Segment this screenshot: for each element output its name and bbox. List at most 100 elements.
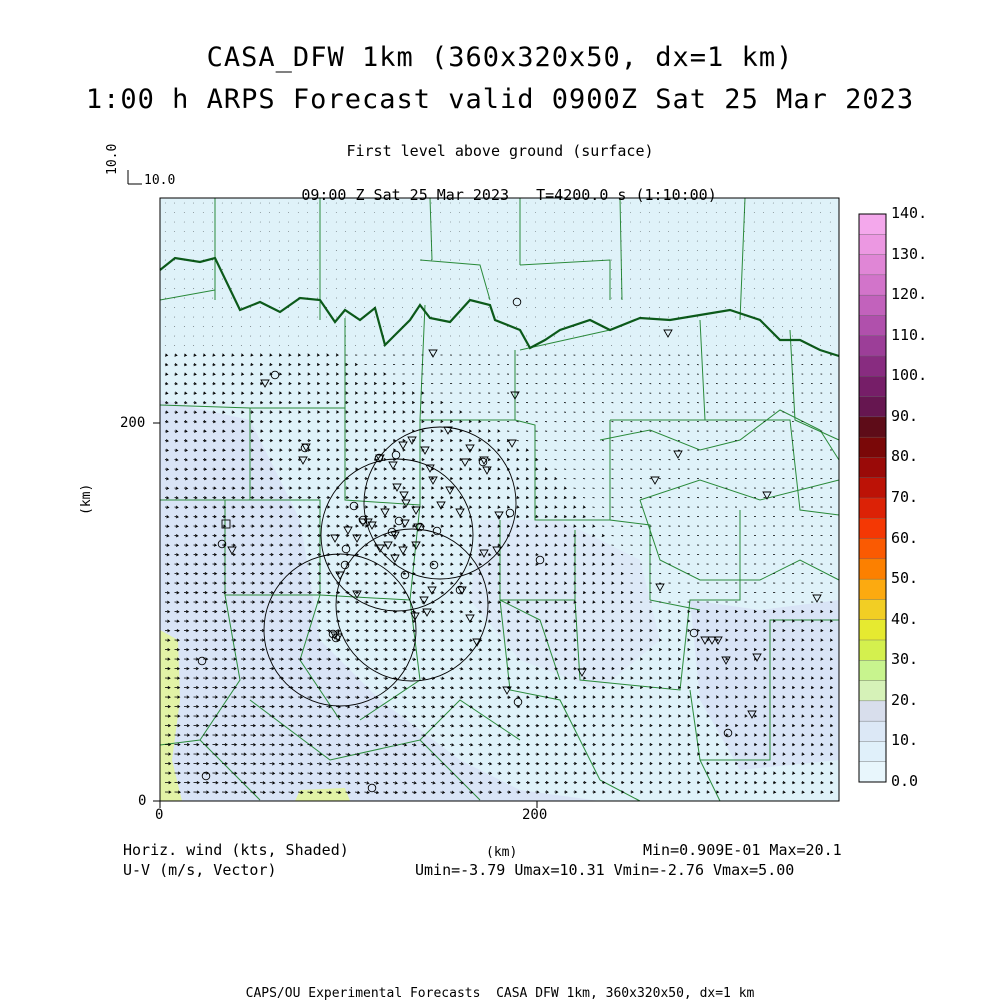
colorbar-swatch — [858, 700, 887, 722]
colorbar — [858, 213, 887, 783]
station-triangle — [420, 446, 430, 455]
station-circle — [328, 629, 338, 639]
y-axis-unit: (km) — [79, 483, 94, 515]
colorbar-swatch — [858, 396, 887, 418]
station-triangle — [375, 454, 385, 463]
colorbar-label: 130. — [891, 244, 928, 263]
colorbar-frame — [858, 213, 887, 783]
station-triangle — [502, 686, 512, 695]
station-triangle — [425, 464, 435, 473]
station-circle — [400, 570, 410, 580]
station-triangle — [260, 379, 270, 388]
station-triangle — [465, 444, 475, 453]
station-triangle — [455, 508, 465, 517]
station-triangle — [428, 349, 438, 358]
station-circle — [512, 297, 522, 307]
station-triangle — [713, 636, 723, 645]
footer-right2: Umin=-3.79 Umax=10.31 Vmin=-2.76 Vmax=5.… — [415, 861, 795, 879]
station-triangle — [399, 491, 409, 500]
station-triangle — [380, 508, 390, 517]
station-circle — [367, 783, 377, 793]
colorbar-label: 110. — [891, 325, 928, 344]
station-triangle — [812, 594, 822, 603]
colorbar-label: 70. — [891, 488, 919, 506]
station-triangle — [411, 506, 421, 515]
shade-zone-central — [470, 520, 660, 690]
station-triangle — [330, 534, 340, 543]
station-circle — [300, 443, 310, 453]
colorbar-swatch — [858, 234, 887, 256]
colorbar-label: 0.0 — [891, 772, 919, 790]
station-circle — [478, 457, 488, 467]
county-boundaries — [159, 197, 840, 802]
station-triangle — [410, 612, 420, 621]
colorbar-swatch — [858, 213, 887, 235]
station-triangle — [510, 391, 520, 400]
reference-vector-horizontal-label: 10.0 — [144, 173, 176, 188]
station-triangle — [427, 586, 437, 595]
colorbar-label: 60. — [891, 528, 919, 547]
x-tick-0: 0 — [155, 807, 164, 823]
station-triangle — [479, 549, 489, 558]
station-circle — [340, 560, 350, 570]
station-triangle — [352, 534, 362, 543]
station-triangle — [411, 541, 421, 550]
colorbar-swatch — [858, 761, 887, 783]
station-markers — [197, 297, 822, 793]
colorbar-swatch — [858, 639, 887, 661]
colorbar-swatch — [858, 335, 887, 357]
colorbar-label: 20. — [891, 690, 919, 709]
colorbar-swatch — [858, 518, 887, 540]
station-square — [221, 519, 231, 529]
colorbar-swatch — [858, 680, 887, 702]
shade-zone-southeast — [690, 600, 839, 770]
plot-area — [153, 197, 840, 808]
colorbar-label: 40. — [891, 609, 919, 628]
station-triangle — [747, 710, 757, 719]
station-triangle — [398, 546, 408, 555]
wind-vector-field — [164, 202, 834, 795]
station-circle — [689, 628, 699, 638]
y-tick-200: 200 — [120, 415, 146, 431]
colorbar-swatch — [858, 538, 887, 560]
station-triangle — [407, 436, 417, 445]
station-triangle — [494, 511, 504, 520]
station-triangle — [419, 596, 429, 605]
state-border — [159, 256, 840, 358]
colorbar-swatch — [858, 436, 887, 458]
colorbar-swatch — [858, 315, 887, 337]
station-circle — [387, 527, 397, 537]
station-triangle — [400, 519, 410, 528]
subtitle-time-row: 09:00 Z Sat 25 Mar 2023 T=4200.0 s (1:10… — [0, 173, 1000, 203]
station-circle — [201, 771, 211, 781]
station-circle — [723, 728, 733, 738]
subtitle-time: 09:00 Z Sat 25 Mar 2023 — [301, 186, 510, 204]
station-triangle — [428, 476, 438, 485]
colorbar-swatch — [858, 599, 887, 621]
station-circle — [197, 656, 207, 666]
station-triangle — [482, 466, 492, 475]
radar-ring — [335, 528, 489, 682]
station-triangle — [398, 441, 408, 450]
colorbar-swatch — [858, 477, 887, 499]
station-triangle — [762, 491, 772, 500]
colorbar-swatch — [858, 254, 887, 276]
station-triangle — [436, 501, 446, 510]
footer-left1: Horiz. wind (kts, Shaded) — [123, 841, 349, 859]
colorbar-label: 120. — [891, 285, 928, 304]
title-line1: CASA_DFW 1km (360x320x50, dx=1 km) — [206, 42, 794, 73]
station-triangle — [577, 668, 587, 677]
colorbar-label: 140. — [891, 204, 928, 222]
colorbar-label: 30. — [891, 650, 919, 669]
colorbar-label: 50. — [891, 569, 919, 588]
colorbar-label: 90. — [891, 406, 919, 425]
colorbar-swatch — [858, 376, 887, 398]
radar-ring — [363, 426, 517, 580]
colorbar-swatch — [858, 274, 887, 296]
station-circle — [432, 526, 442, 536]
station-triangle — [650, 476, 660, 485]
station-triangle — [443, 426, 453, 435]
station-triangle — [343, 526, 353, 535]
station-circle — [535, 555, 545, 565]
station-triangle — [335, 571, 345, 580]
